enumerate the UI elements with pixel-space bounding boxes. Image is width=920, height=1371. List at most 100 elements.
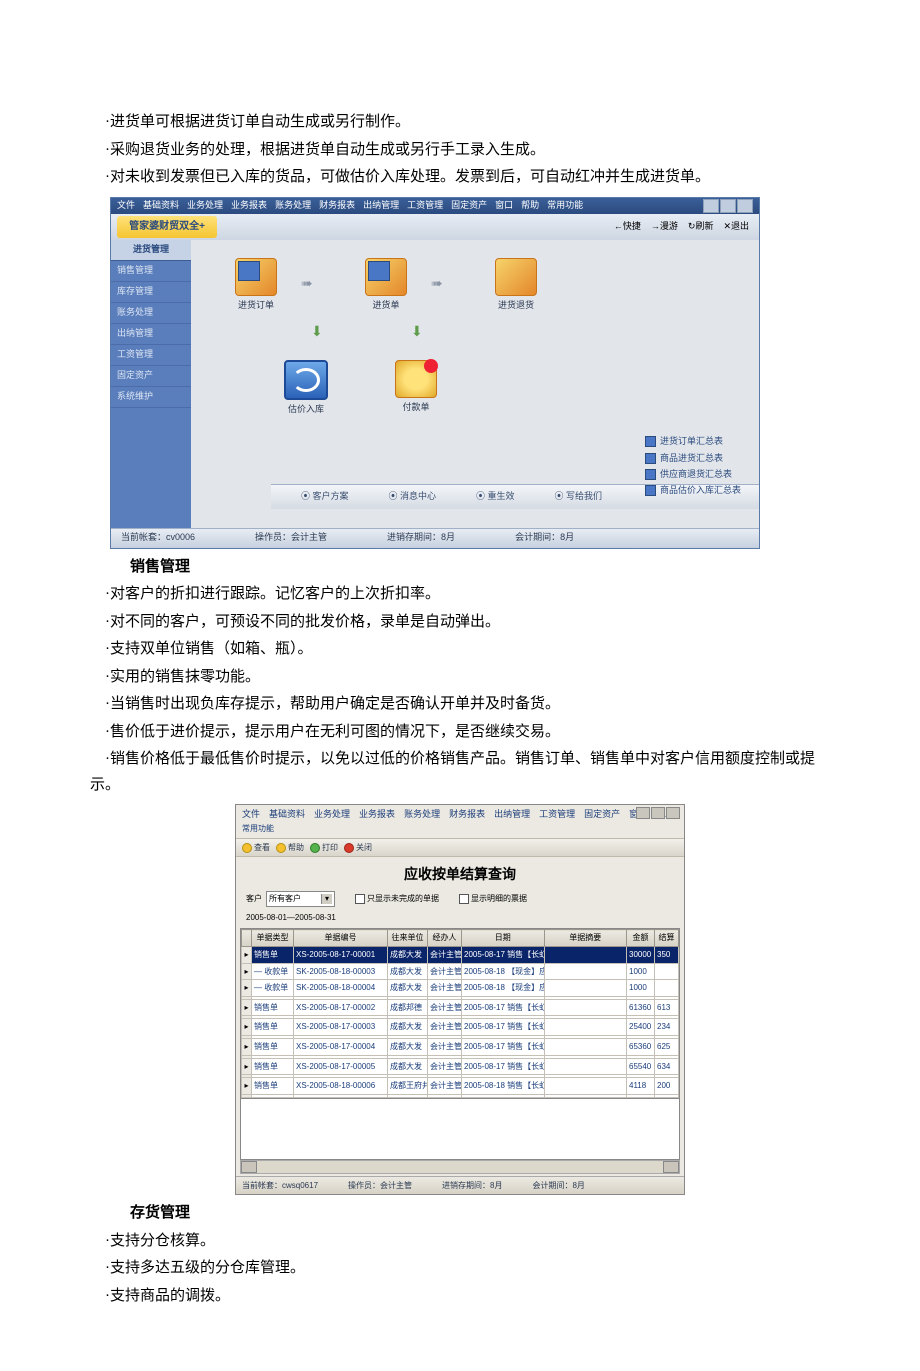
check-unfinished[interactable]: 只显示未完成的单据 bbox=[355, 892, 439, 906]
table-row[interactable] bbox=[242, 1094, 679, 1097]
sidebar-heading[interactable]: 进货管理 bbox=[111, 240, 191, 261]
menu-item[interactable]: 窗口 bbox=[495, 198, 513, 213]
menu-item[interactable]: 财务报表 bbox=[319, 198, 355, 213]
table-row[interactable]: ▸销售单XS-2005-08-18-00006成都王府井会计主管2005-08-… bbox=[242, 1078, 679, 1095]
menu-item[interactable]: 业务报表 bbox=[359, 807, 395, 822]
report-icon bbox=[645, 436, 656, 447]
menu-item[interactable]: 财务报表 bbox=[449, 807, 485, 822]
status-operator: 操作员：会计主管 bbox=[255, 530, 327, 545]
menu-item[interactable]: 工资管理 bbox=[407, 198, 443, 213]
reports-panel: 进货订单汇总表商品进货汇总表供应商退货汇总表商品估价入库汇总表 bbox=[645, 433, 755, 499]
menu-item[interactable]: 固定资产 bbox=[451, 198, 487, 213]
tile-icon bbox=[235, 258, 277, 296]
workflow-tile[interactable]: 进货单 bbox=[351, 258, 421, 313]
table-row[interactable]: ▸销售单XS-2005-08-17-00001成都大发会计主管2005-08-1… bbox=[242, 947, 679, 964]
menu-item[interactable]: 文件 bbox=[117, 198, 135, 213]
menu-item[interactable]: 基础资料 bbox=[269, 807, 305, 822]
toolbar-button[interactable]: 帮助 bbox=[276, 841, 304, 855]
toolbar-button[interactable]: 打印 bbox=[310, 841, 338, 855]
arrow-down-icon: ⬇ bbox=[311, 320, 323, 344]
column-header[interactable]: 经办人 bbox=[428, 930, 462, 947]
sidebar-item[interactable]: 账务处理 bbox=[111, 303, 191, 324]
tile-icon bbox=[365, 258, 407, 296]
bottom-toolbar-item[interactable]: ⦿ 消息中心 bbox=[389, 489, 437, 504]
bottom-toolbar-item[interactable]: ⦿ 写给我们 bbox=[555, 489, 603, 504]
menu-item[interactable]: 出纳管理 bbox=[494, 807, 530, 822]
tile-label: 进货单 bbox=[351, 298, 421, 313]
column-header[interactable] bbox=[242, 930, 252, 947]
bottom-toolbar-item[interactable]: ⦿ 客户方案 bbox=[301, 489, 349, 504]
bullet-line: ·对未收到发票但已入库的货品，可做估价入库处理。发票到后，可自动红冲并生成进货单… bbox=[90, 165, 830, 191]
bullet-line: ·支持商品的调拨。 bbox=[90, 1284, 830, 1310]
sidebar-item[interactable]: 系统维护 bbox=[111, 387, 191, 408]
workflow-tile[interactable]: 进货订单 bbox=[221, 258, 291, 313]
menu-item[interactable]: 帮助 bbox=[521, 198, 539, 213]
status-operator: 操作员：会计主管 bbox=[348, 1179, 412, 1193]
toolbar-button[interactable]: ✕退出 bbox=[723, 219, 749, 234]
column-header[interactable]: 日期 bbox=[462, 930, 545, 947]
report-link[interactable]: 进货订单汇总表 bbox=[645, 434, 755, 449]
horizontal-scrollbar[interactable] bbox=[240, 1160, 680, 1174]
menu-item[interactable]: 固定资产 bbox=[584, 807, 620, 822]
menu-item[interactable]: 账务处理 bbox=[404, 807, 440, 822]
filter-row: 客户 所有客户▾ 只显示未完成的单据 显示明细的票据 bbox=[236, 889, 684, 911]
screenshot-purchase-management: 文件基础资料业务处理业务报表账务处理财务报表出纳管理工资管理固定资产窗口帮助常用… bbox=[110, 197, 760, 549]
date-range: 2005-08-01—2005-08-31 bbox=[236, 911, 684, 929]
bullet-line: ·采购退货业务的处理，根据进货单自动生成或另行手工录入生成。 bbox=[90, 138, 830, 164]
sidebar-item[interactable]: 库存管理 bbox=[111, 282, 191, 303]
sidebar-item[interactable]: 工资管理 bbox=[111, 345, 191, 366]
menu-item[interactable]: 出纳管理 bbox=[363, 198, 399, 213]
column-header[interactable]: 往来单位 bbox=[388, 930, 428, 947]
customer-combobox[interactable]: 所有客户▾ bbox=[266, 891, 335, 907]
table-row[interactable]: ▸— 收款单SK-2005-08-18-00003成都大发会计主管2005-08… bbox=[242, 963, 679, 980]
column-header[interactable]: 单据摘要 bbox=[544, 930, 627, 947]
toolbar-icon bbox=[310, 843, 320, 853]
menu-item[interactable]: 工资管理 bbox=[539, 807, 575, 822]
table-row[interactable]: ▸销售单XS-2005-08-17-00004成都大发会计主管2005-08-1… bbox=[242, 1039, 679, 1056]
menu-item[interactable]: 账务处理 bbox=[275, 198, 311, 213]
sidebar-item[interactable]: 销售管理 bbox=[111, 261, 191, 282]
report-link[interactable]: 供应商退货汇总表 bbox=[645, 467, 755, 482]
toolbar-button[interactable]: →漫游 bbox=[651, 219, 678, 234]
menu-item[interactable]: 文件 bbox=[242, 807, 260, 822]
tile-icon bbox=[495, 258, 537, 296]
menu-item[interactable]: 业务处理 bbox=[187, 198, 223, 213]
menu-item[interactable]: 业务报表 bbox=[231, 198, 267, 213]
menu-item[interactable]: 业务处理 bbox=[314, 807, 350, 822]
table-row[interactable]: ▸— 收款单SK-2005-08-18-00004成都大发会计主管2005-08… bbox=[242, 980, 679, 997]
table-row[interactable]: ▸销售单XS-2005-08-17-00002成都邦德会计主管2005-08-1… bbox=[242, 999, 679, 1016]
workflow-tile[interactable]: 估价入库 bbox=[271, 360, 341, 417]
menu-item[interactable]: 常用功能 bbox=[547, 198, 583, 213]
bottom-toolbar-item[interactable]: ⦿ 重生效 bbox=[476, 489, 515, 504]
table-row[interactable]: ▸销售单XS-2005-08-17-00003成都大发会计主管2005-08-1… bbox=[242, 1019, 679, 1036]
check-detail[interactable]: 显示明细的票据 bbox=[459, 892, 527, 906]
toolbar-icon bbox=[344, 843, 354, 853]
column-header[interactable]: 结算 bbox=[655, 930, 679, 947]
sidebar-item[interactable]: 出纳管理 bbox=[111, 324, 191, 345]
dropdown-icon[interactable]: ▾ bbox=[321, 894, 332, 904]
tile-label: 进货订单 bbox=[221, 298, 291, 313]
menu-item[interactable]: 基础资料 bbox=[143, 198, 179, 213]
table-row[interactable]: ▸销售单XS-2005-08-17-00005成都大发会计主管2005-08-1… bbox=[242, 1058, 679, 1075]
results-grid[interactable]: 单据类型单据编号往来单位经办人日期单据摘要金额结算▸销售单XS-2005-08-… bbox=[240, 928, 680, 1098]
toolbar-button[interactable]: ↻刷新 bbox=[688, 219, 714, 234]
window-controls[interactable] bbox=[636, 807, 680, 819]
tile-label: 估价入库 bbox=[271, 402, 341, 417]
workflow-tile[interactable]: 付款单 bbox=[381, 360, 451, 415]
report-icon bbox=[645, 453, 656, 464]
column-header[interactable]: 单据编号 bbox=[294, 930, 388, 947]
sidebar-item[interactable]: 固定资产 bbox=[111, 366, 191, 387]
bullet-line: ·售价低于进价提示，提示用户在无利可图的情况下，是否继续交易。 bbox=[90, 720, 830, 746]
ss2-submenu[interactable]: 常用功能 bbox=[236, 822, 684, 838]
intro-bullets: ·进货单可根据进货订单自动生成或另行制作。·采购退货业务的处理，根据进货单自动生… bbox=[90, 110, 830, 191]
report-link[interactable]: 商品估价入库汇总表 bbox=[645, 483, 755, 498]
column-header[interactable]: 单据类型 bbox=[252, 930, 294, 947]
toolbar-button[interactable]: 关闭 bbox=[344, 841, 372, 855]
bullet-line: ·支持双单位销售（如箱、瓶）。 bbox=[90, 637, 830, 663]
toolbar-button[interactable]: 查看 bbox=[242, 841, 270, 855]
window-controls[interactable] bbox=[703, 199, 753, 213]
toolbar-button[interactable]: ←快捷 bbox=[614, 219, 641, 234]
column-header[interactable]: 金额 bbox=[627, 930, 655, 947]
report-link[interactable]: 商品进货汇总表 bbox=[645, 451, 755, 466]
workflow-tile[interactable]: 进货退货 bbox=[481, 258, 551, 313]
